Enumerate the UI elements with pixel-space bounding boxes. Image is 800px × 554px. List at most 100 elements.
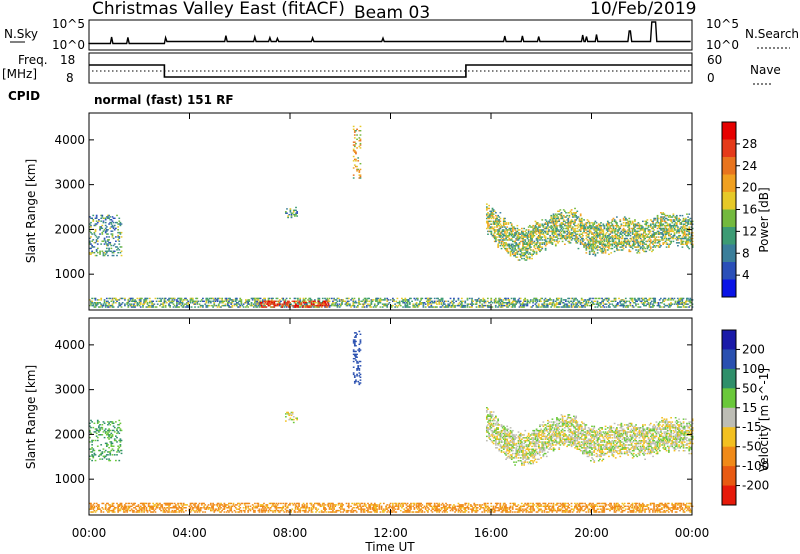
heatmap-cell bbox=[299, 303, 302, 305]
heatmap-cell bbox=[517, 229, 520, 231]
heatmap-cell bbox=[665, 246, 668, 248]
heatmap-cell bbox=[597, 227, 600, 230]
heatmap-cell bbox=[286, 302, 289, 304]
heatmap-cell bbox=[530, 249, 532, 251]
heatmap-cell bbox=[619, 246, 622, 248]
heatmap-cell bbox=[651, 220, 653, 223]
heatmap-cell bbox=[349, 303, 351, 305]
heatmap-cell bbox=[567, 229, 570, 231]
heatmap-cell bbox=[320, 303, 323, 305]
heatmap-cell bbox=[638, 249, 641, 251]
heatmap-cell bbox=[677, 242, 679, 244]
heatmap-cell bbox=[647, 233, 650, 235]
heatmap-cell bbox=[375, 306, 377, 308]
heatmap-cell bbox=[607, 302, 610, 304]
heatmap-cell bbox=[551, 303, 554, 305]
heatmap-cell bbox=[684, 300, 687, 303]
heatmap-cell bbox=[312, 306, 315, 308]
heatmap-cell bbox=[178, 509, 181, 512]
heatmap-cell bbox=[569, 300, 572, 303]
heatmap-cell bbox=[541, 223, 544, 225]
heatmap-cell bbox=[680, 237, 683, 240]
heatmap-cell bbox=[535, 299, 538, 301]
heatmap-cell bbox=[103, 217, 106, 220]
heatmap-cell bbox=[582, 243, 584, 245]
heatmap-cell bbox=[265, 505, 268, 508]
heatmap-cell bbox=[658, 246, 661, 248]
heatmap-cell bbox=[501, 230, 504, 233]
heatmap-cell bbox=[358, 299, 360, 301]
heatmap-cell bbox=[550, 299, 553, 301]
heatmap-cell bbox=[683, 226, 686, 228]
heatmap-cell bbox=[359, 144, 362, 146]
heatmap-cell bbox=[653, 226, 656, 228]
heatmap-cell bbox=[588, 237, 591, 240]
heatmap-cell bbox=[503, 302, 506, 304]
heatmap-cell bbox=[372, 299, 375, 301]
heatmap-cell bbox=[527, 226, 530, 228]
heatmap-cell bbox=[568, 222, 571, 224]
heatmap-cell bbox=[138, 508, 141, 510]
heatmap-cell bbox=[441, 299, 444, 301]
heatmap-cell bbox=[353, 144, 356, 146]
heatmap-cell bbox=[580, 299, 583, 301]
heatmap-cell bbox=[678, 300, 680, 303]
heatmap-cell bbox=[603, 247, 606, 250]
heatmap-cell bbox=[563, 223, 566, 225]
heatmap-cell bbox=[670, 229, 672, 231]
heatmap-cell bbox=[100, 217, 103, 220]
heatmap-cell bbox=[606, 229, 609, 231]
heatmap-cell bbox=[208, 300, 211, 303]
heatmap-cell bbox=[661, 239, 663, 241]
heatmap-cell bbox=[620, 242, 623, 244]
heatmap-cell bbox=[531, 243, 533, 245]
heatmap-cell bbox=[577, 239, 580, 241]
heatmap-cell bbox=[241, 304, 244, 307]
heatmap-cell bbox=[544, 219, 547, 221]
heatmap-cell bbox=[687, 233, 689, 235]
heatmap-cell bbox=[613, 237, 616, 240]
heatmap-cell bbox=[163, 507, 166, 509]
heatmap-cell bbox=[599, 224, 601, 227]
heatmap-cell bbox=[496, 224, 498, 227]
heatmap-cell bbox=[191, 507, 194, 509]
heatmap-cell bbox=[108, 236, 110, 238]
heatmap-cell bbox=[501, 240, 504, 243]
heatmap-cell bbox=[230, 306, 233, 308]
heatmap-cell bbox=[629, 222, 632, 224]
heatmap-cell bbox=[689, 302, 692, 304]
heatmap-cell bbox=[664, 230, 667, 233]
heatmap-cell bbox=[522, 240, 524, 243]
heatmap-cell bbox=[682, 234, 685, 237]
heatmap-cell bbox=[185, 303, 187, 305]
heatmap-cell bbox=[447, 303, 450, 305]
heatmap-cell bbox=[103, 229, 106, 231]
heatmap-cell bbox=[180, 299, 183, 301]
heatmap-cell bbox=[577, 216, 580, 218]
heatmap-cell bbox=[559, 303, 562, 305]
heatmap-cell bbox=[552, 229, 555, 231]
heatmap-cell bbox=[574, 220, 576, 223]
heatmap-cell bbox=[501, 236, 504, 238]
heatmap-cell bbox=[515, 232, 518, 234]
heatmap-cell bbox=[497, 229, 500, 231]
heatmap-cell bbox=[275, 502, 278, 505]
heatmap-cell bbox=[477, 297, 480, 300]
heatmap-cell bbox=[583, 227, 585, 230]
heatmap-cell bbox=[682, 220, 685, 223]
heatmap-cell bbox=[117, 251, 119, 254]
heatmap-cell bbox=[151, 508, 153, 510]
heatmap-cell bbox=[640, 229, 643, 231]
heatmap-cell bbox=[142, 507, 144, 509]
heatmap-cell bbox=[648, 229, 651, 231]
heatmap-cell bbox=[588, 230, 591, 233]
heatmap-cell bbox=[211, 509, 213, 512]
heatmap-cell bbox=[662, 217, 665, 220]
heatmap-cell bbox=[119, 246, 122, 248]
heatmap-cell bbox=[479, 304, 481, 307]
heatmap-cell bbox=[94, 241, 97, 244]
heatmap-cell bbox=[295, 209, 297, 212]
heatmap-cell bbox=[542, 303, 545, 305]
heatmap-cell bbox=[566, 222, 568, 224]
heatmap-cell bbox=[278, 304, 281, 307]
